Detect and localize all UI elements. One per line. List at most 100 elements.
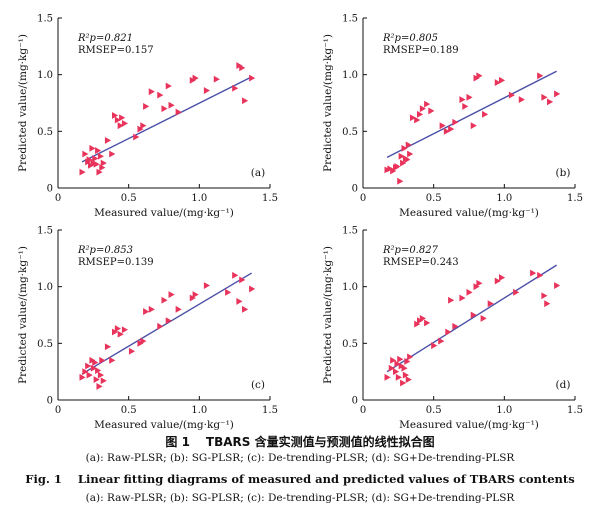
chart-panel-c: 00 0.5 0.5 1.0 1.0 1.5 1.5 Measured value/(mg·k… <box>17 226 278 431</box>
data-point <box>82 368 89 376</box>
data-point <box>384 373 391 381</box>
data-point <box>114 116 121 124</box>
data-point <box>100 377 107 385</box>
data-point <box>93 160 100 168</box>
data-point <box>445 328 452 336</box>
data-point <box>470 311 477 319</box>
data-point <box>547 98 554 106</box>
x-tick-label: 1.5 <box>567 193 583 204</box>
data-point <box>494 277 501 285</box>
data-point <box>439 122 446 130</box>
data-point <box>192 74 199 82</box>
data-point <box>554 90 561 98</box>
data-point <box>232 271 239 279</box>
data-point <box>161 105 168 113</box>
data-point <box>119 114 126 122</box>
y-tick-label: 1.5 <box>342 14 358 25</box>
data-point <box>148 88 155 96</box>
y-tick-label: 1.5 <box>342 226 358 237</box>
y-tick-label: 1.0 <box>37 282 53 293</box>
y-tick-label: 0 <box>47 396 53 407</box>
data-point <box>97 371 104 379</box>
data-point <box>239 64 246 72</box>
chart-panel-d: 00 0.5 0.5 1.0 1.0 1.5 1.5 Measured value/(mg·k… <box>322 226 583 431</box>
x-tick-label: 1.0 <box>191 405 207 416</box>
data-point <box>405 141 412 149</box>
data-point <box>424 100 431 108</box>
caption-chinese-text: TBARS 含量实测值与预测值的线性拟合图 <box>205 435 435 449</box>
data-point <box>480 314 487 322</box>
fit-line <box>81 76 252 163</box>
data-point <box>400 159 407 167</box>
r-squared-label: R²p=0.821 <box>77 33 133 44</box>
x-tick-label: 0.5 <box>426 193 442 204</box>
data-point <box>392 368 400 376</box>
data-point <box>438 337 445 345</box>
data-point <box>79 168 86 176</box>
data-point <box>239 276 246 284</box>
rmsep-label: RMSEP=0.243 <box>383 257 459 268</box>
data-point <box>419 105 426 113</box>
data-point <box>544 300 551 308</box>
x-tick-label: 0 <box>55 405 61 416</box>
data-point <box>424 319 431 327</box>
x-tick-label: 1.5 <box>262 193 278 204</box>
y-tick-label: 0.5 <box>342 127 358 138</box>
data-point <box>242 305 249 313</box>
fit-line <box>386 70 557 159</box>
data-point <box>148 305 155 313</box>
data-point <box>448 125 455 133</box>
rmsep-label: RMSEP=0.157 <box>78 45 154 56</box>
data-point <box>109 150 116 158</box>
rmsep-label: RMSEP=0.189 <box>383 45 459 56</box>
data-point <box>470 122 477 130</box>
fit-line <box>81 272 252 375</box>
data-point <box>133 133 140 141</box>
data-point <box>409 114 417 122</box>
x-tick-label: 1.5 <box>567 405 583 416</box>
data-point <box>89 144 96 152</box>
data-point <box>498 76 506 84</box>
data-point <box>109 356 116 364</box>
y-axis-title: Predicted value/(mg·kg⁻¹) <box>17 34 29 172</box>
data-point <box>459 294 466 302</box>
data-point <box>92 155 99 162</box>
data-point <box>405 376 412 384</box>
data-point <box>112 112 119 119</box>
data-point <box>494 79 501 87</box>
x-tick-label: 0 <box>55 193 61 204</box>
x-axis-title: Measured value/(mg·kg⁻¹) <box>399 419 539 430</box>
caption-chinese-label: 图 1 <box>165 435 190 449</box>
data-point <box>466 93 473 101</box>
data-point <box>93 376 100 384</box>
x-tick-label: 1.0 <box>496 405 512 416</box>
caption-english-text: Linear fitting diagrams of measured and … <box>77 472 575 486</box>
x-tick-label: 1.0 <box>191 193 207 204</box>
data-point <box>95 147 102 155</box>
data-point <box>443 127 450 135</box>
data-point <box>452 118 459 126</box>
data-point <box>100 159 107 167</box>
data-point <box>498 274 506 282</box>
data-point <box>448 296 455 304</box>
data-point <box>165 317 172 325</box>
data-point <box>96 168 103 176</box>
data-point <box>401 364 408 372</box>
data-point <box>203 282 210 289</box>
fit-line <box>386 264 557 373</box>
x-tick-label: 0 <box>360 405 366 416</box>
data-point <box>117 122 124 130</box>
data-point <box>232 84 239 92</box>
data-point <box>482 110 489 118</box>
data-point <box>537 72 544 80</box>
data-point <box>431 342 438 350</box>
data-point <box>79 373 86 381</box>
data-point <box>390 167 397 175</box>
data-point <box>104 343 112 351</box>
data-point <box>99 356 106 364</box>
data-point <box>86 371 93 379</box>
caption-english-title: Fig. 1 Linear fitting diagrams of measure… <box>0 472 600 486</box>
data-point <box>117 330 124 338</box>
y-tick-label: 0.5 <box>342 339 358 350</box>
data-point <box>137 125 144 133</box>
